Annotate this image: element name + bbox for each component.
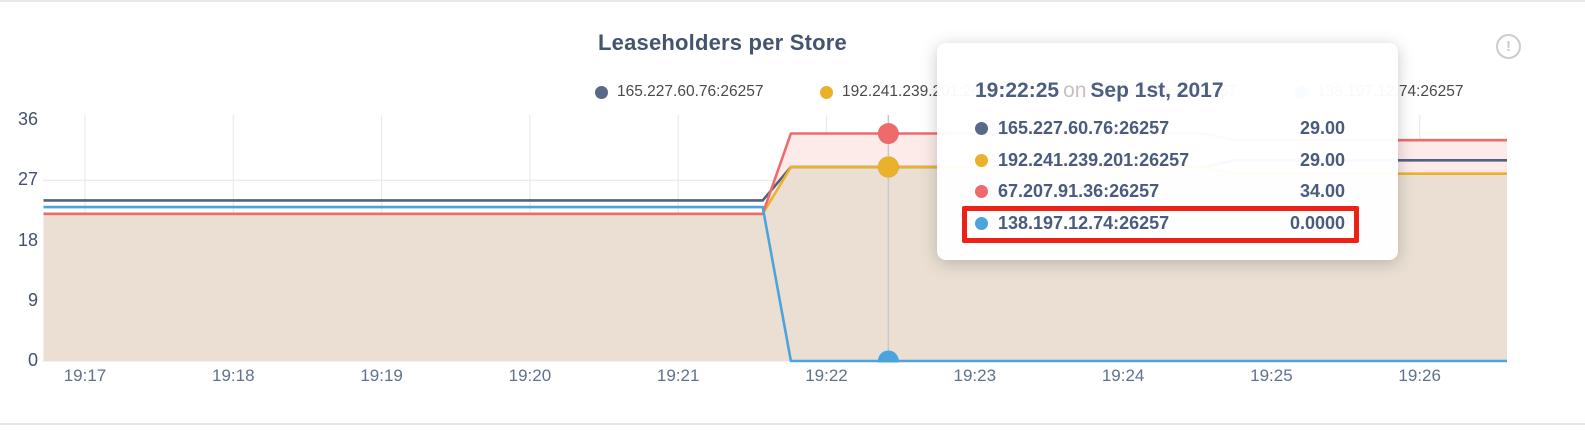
tooltip-series-dot-icon <box>975 216 988 230</box>
tooltip-series-dot-icon <box>975 185 988 199</box>
chart-title: Leaseholders per Store <box>598 30 847 55</box>
x-tick-label: 19:20 <box>508 366 552 385</box>
tooltip-series-label: 192.241.239.201:26257 <box>998 149 1190 170</box>
tooltip-series-dot-icon <box>975 153 988 167</box>
tooltip-series-label: 67.207.91.36:26257 <box>998 181 1160 202</box>
legend-dot-icon <box>820 85 833 99</box>
tooltip-timestamp: 19:22:25 on Sep 1st, 2017 <box>975 79 1224 103</box>
tooltip-date: Sep 1st, 2017 <box>1090 79 1224 102</box>
tooltip-on-word: on <box>1063 79 1087 102</box>
x-tick-label: 19:24 <box>1101 366 1145 385</box>
y-tick-label: 27 <box>17 169 38 190</box>
tooltip-series-value: 34.00 <box>1299 181 1345 202</box>
legend-dot-icon <box>595 85 608 99</box>
x-tick-label: 19:18 <box>212 366 255 385</box>
panel-top-border <box>0 0 1585 2</box>
tooltip-series-value: 0.0000 <box>1289 212 1345 233</box>
x-tick-label: 19:22 <box>805 366 848 385</box>
x-tick-label: 19:17 <box>63 366 107 385</box>
x-tick-label: 19:23 <box>953 366 997 385</box>
hover-dot-138.197.12.74:26257 <box>877 350 899 363</box>
tooltip-series-label: 138.197.12.74:26257 <box>998 212 1170 233</box>
x-tick-label: 19:26 <box>1398 366 1441 385</box>
y-tick-label: 36 <box>17 109 38 130</box>
tooltip-row: 165.227.60.76:26257 29.00 <box>975 113 1345 145</box>
tooltip-row: 192.241.239.201:26257 29.00 <box>975 145 1345 177</box>
y-tick-label: 18 <box>17 229 38 250</box>
series-line-138.197.12.74:26257 <box>43 205 1507 363</box>
hover-tooltip: 19:22:25 on Sep 1st, 2017 165.227.60.76:26… <box>937 43 1398 260</box>
panel-bottom-border <box>0 423 1585 425</box>
x-tick-label: 19:25 <box>1250 366 1293 385</box>
tooltip-series-label: 165.227.60.76:26257 <box>998 118 1170 139</box>
hover-dot-192.241.239.201:26257 <box>877 156 899 178</box>
tooltip-series-dot-icon <box>975 122 988 136</box>
x-tick-label: 19:21 <box>656 366 700 385</box>
hover-dot-67.207.91.36:26257 <box>877 123 899 145</box>
tooltip-series-value: 29.00 <box>1299 118 1345 139</box>
y-tick-label: 9 <box>27 289 38 310</box>
tooltip-series-rows: 165.227.60.76:26257 29.00 192.241.239.201:… <box>975 113 1345 239</box>
legend-item-165.227.60.76:26257[interactable]: 165.227.60.76:26257 <box>595 82 764 102</box>
tooltip-row: 138.197.12.74:26257 0.0000 <box>975 208 1345 240</box>
y-tick-label: 0 <box>27 350 38 370</box>
tooltip-series-value: 29.00 <box>1299 149 1345 170</box>
info-alert-icon[interactable]: ! <box>1496 34 1521 59</box>
x-tick-label: 19:19 <box>360 366 403 385</box>
tooltip-row: 67.207.91.36:26257 34.00 <box>975 176 1345 208</box>
legend-label: 165.227.60.76:26257 <box>617 83 764 100</box>
tooltip-time: 19:22:25 <box>975 79 1060 102</box>
